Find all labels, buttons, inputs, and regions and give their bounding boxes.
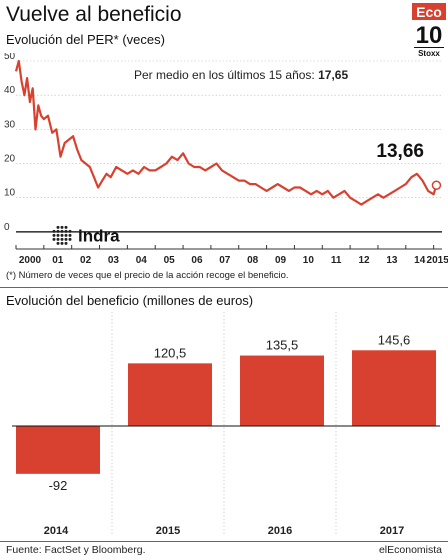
average-annotation-value: 17,65 xyxy=(318,68,348,82)
indra-logo-dot xyxy=(60,241,64,245)
x-tick-label: 04 xyxy=(136,255,148,266)
indra-logo-dot xyxy=(56,225,60,229)
eco10-logo-stoxx-text: Stoxx xyxy=(418,49,440,58)
y-tick-label: 50 xyxy=(4,53,16,62)
indra-logo-dot xyxy=(52,237,56,241)
brand-text: elEconomista xyxy=(378,544,442,556)
bar-category-label: 2015 xyxy=(156,525,180,537)
chart-subtitle: Evolución del PER* (veces) xyxy=(6,32,165,47)
profit-bar-2015 xyxy=(128,363,212,426)
x-tick-label: 09 xyxy=(275,255,287,266)
bar-value-label: 120,5 xyxy=(154,345,187,360)
chart-title: Vuelve al beneficio xyxy=(6,3,182,26)
profit-bar-2017 xyxy=(352,350,436,426)
x-tick-label: 13 xyxy=(386,255,398,266)
last-value-marker xyxy=(431,180,442,190)
indra-logo-dot xyxy=(64,237,68,241)
source-text: Fuente: FactSet y Bloomberg. xyxy=(6,544,146,556)
eco10-logo-number: 10 xyxy=(416,22,443,49)
indra-logo-dot xyxy=(68,233,72,237)
eco10-logo-top-band xyxy=(412,3,446,20)
indra-logo-dot xyxy=(64,233,68,237)
x-tick-label: 12 xyxy=(358,255,370,266)
average-annotation-label: Per medio en los últimos 15 años: xyxy=(134,68,318,82)
indra-logo-dot xyxy=(60,229,64,233)
y-tick-label: 10 xyxy=(4,188,16,199)
indra-logo: indra xyxy=(52,225,120,245)
eco10-logo-eco-text: Eco xyxy=(416,4,442,20)
indra-logo-dot xyxy=(64,225,68,229)
x-tick-label: 11 xyxy=(331,255,342,266)
x-tick-label: 2015 xyxy=(427,255,448,266)
bar-category-label: 2014 xyxy=(44,525,69,537)
x-tick-label: 03 xyxy=(108,255,120,266)
per-series-line xyxy=(14,59,438,206)
x-tick-label: 14 xyxy=(414,255,426,266)
x-tick-label: 2000 xyxy=(19,255,42,266)
bar-value-label: -92 xyxy=(49,478,68,493)
profit-bar-2014 xyxy=(16,426,100,474)
bar-value-label: 145,6 xyxy=(378,332,411,347)
per-line-chart: 0 10 20 30 40 50 2000 01 02 03 04 05 06 07 08 09 10 11 12 1… xyxy=(4,53,448,266)
bar-category-label: 2017 xyxy=(380,525,404,537)
bar-category-label: 2016 xyxy=(268,525,292,537)
footer-divider xyxy=(0,541,448,542)
indra-logo-dot xyxy=(52,233,56,237)
indra-logo-dot xyxy=(64,229,68,233)
x-tick-label: 08 xyxy=(247,255,259,266)
last-value-label: 13,66 xyxy=(376,141,424,162)
indra-logo-dot xyxy=(60,225,64,229)
footnote: (*) Número de veces que el precio de la … xyxy=(6,270,289,281)
profit-bar-chart: -92 2014 120,5 2015 135,5 2016 145,6 2017 xyxy=(12,312,440,537)
bar-value-label: 135,5 xyxy=(266,338,299,353)
y-tick-label: 20 xyxy=(4,154,16,165)
profit-bar-2016 xyxy=(240,355,324,426)
indra-logo-dot xyxy=(56,233,60,237)
indra-logo-dot xyxy=(64,241,68,245)
indra-logo-dot xyxy=(60,237,64,241)
indra-logo-dot xyxy=(60,233,64,237)
indra-logo-dot xyxy=(56,241,60,245)
indra-logo-dot xyxy=(56,229,60,233)
indra-logo-text: indra xyxy=(78,226,120,245)
y-tick-label: 0 xyxy=(4,222,10,233)
indra-logo-dot xyxy=(56,237,60,241)
y-tick-label: 40 xyxy=(4,85,16,96)
x-tick-label: 05 xyxy=(164,255,176,266)
indra-logo-dot xyxy=(68,229,72,233)
eco10-logo-rule xyxy=(414,47,444,48)
indra-logo-dot xyxy=(68,237,72,241)
profit-chart-title: Evolución del beneficio (millones de eur… xyxy=(6,293,254,308)
x-tick-label: 01 xyxy=(52,255,64,266)
average-annotation: Per medio en los últimos 15 años: 17,65 xyxy=(134,68,348,82)
x-tick-label: 10 xyxy=(303,255,315,266)
x-tick-label: 06 xyxy=(191,255,203,266)
eco10-logo: Eco 10 Stoxx xyxy=(412,3,446,58)
x-tick-label: 07 xyxy=(219,255,231,266)
indra-logo-dot xyxy=(52,229,56,233)
section-divider xyxy=(0,287,448,288)
y-tick-label: 30 xyxy=(4,119,16,130)
x-tick-label: 02 xyxy=(80,255,92,266)
